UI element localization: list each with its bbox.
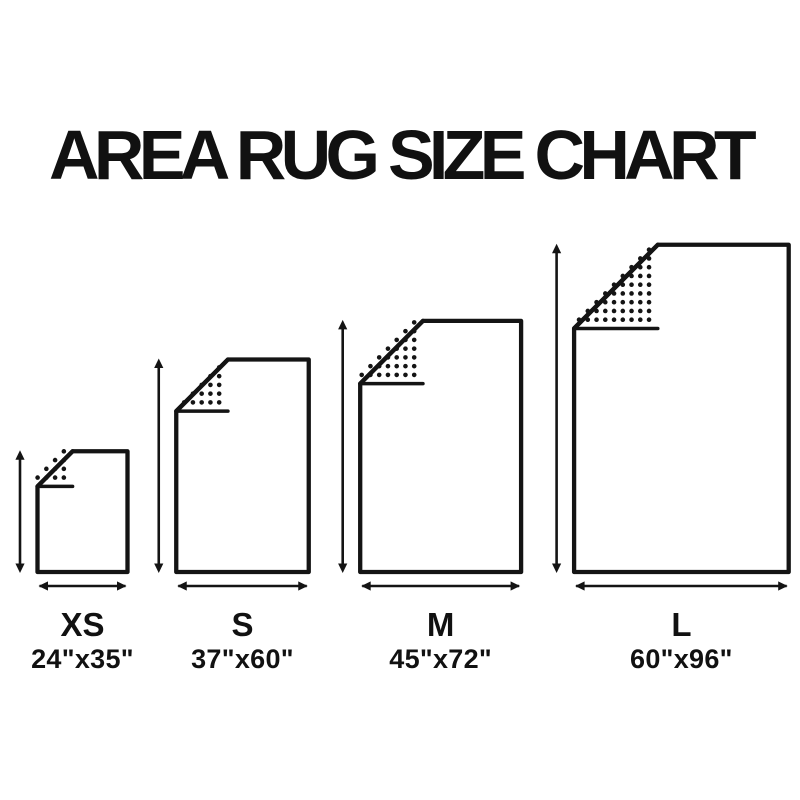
- svg-text:XS: XS: [60, 606, 104, 643]
- svg-text:45"x72": 45"x72": [389, 644, 492, 674]
- svg-text:37"x60": 37"x60": [191, 644, 294, 674]
- svg-text:60"x96": 60"x96": [630, 644, 733, 674]
- svg-text:24"x35": 24"x35": [31, 644, 134, 674]
- svg-text:L: L: [671, 606, 691, 643]
- svg-text:M: M: [427, 606, 455, 643]
- svg-text:S: S: [231, 606, 253, 643]
